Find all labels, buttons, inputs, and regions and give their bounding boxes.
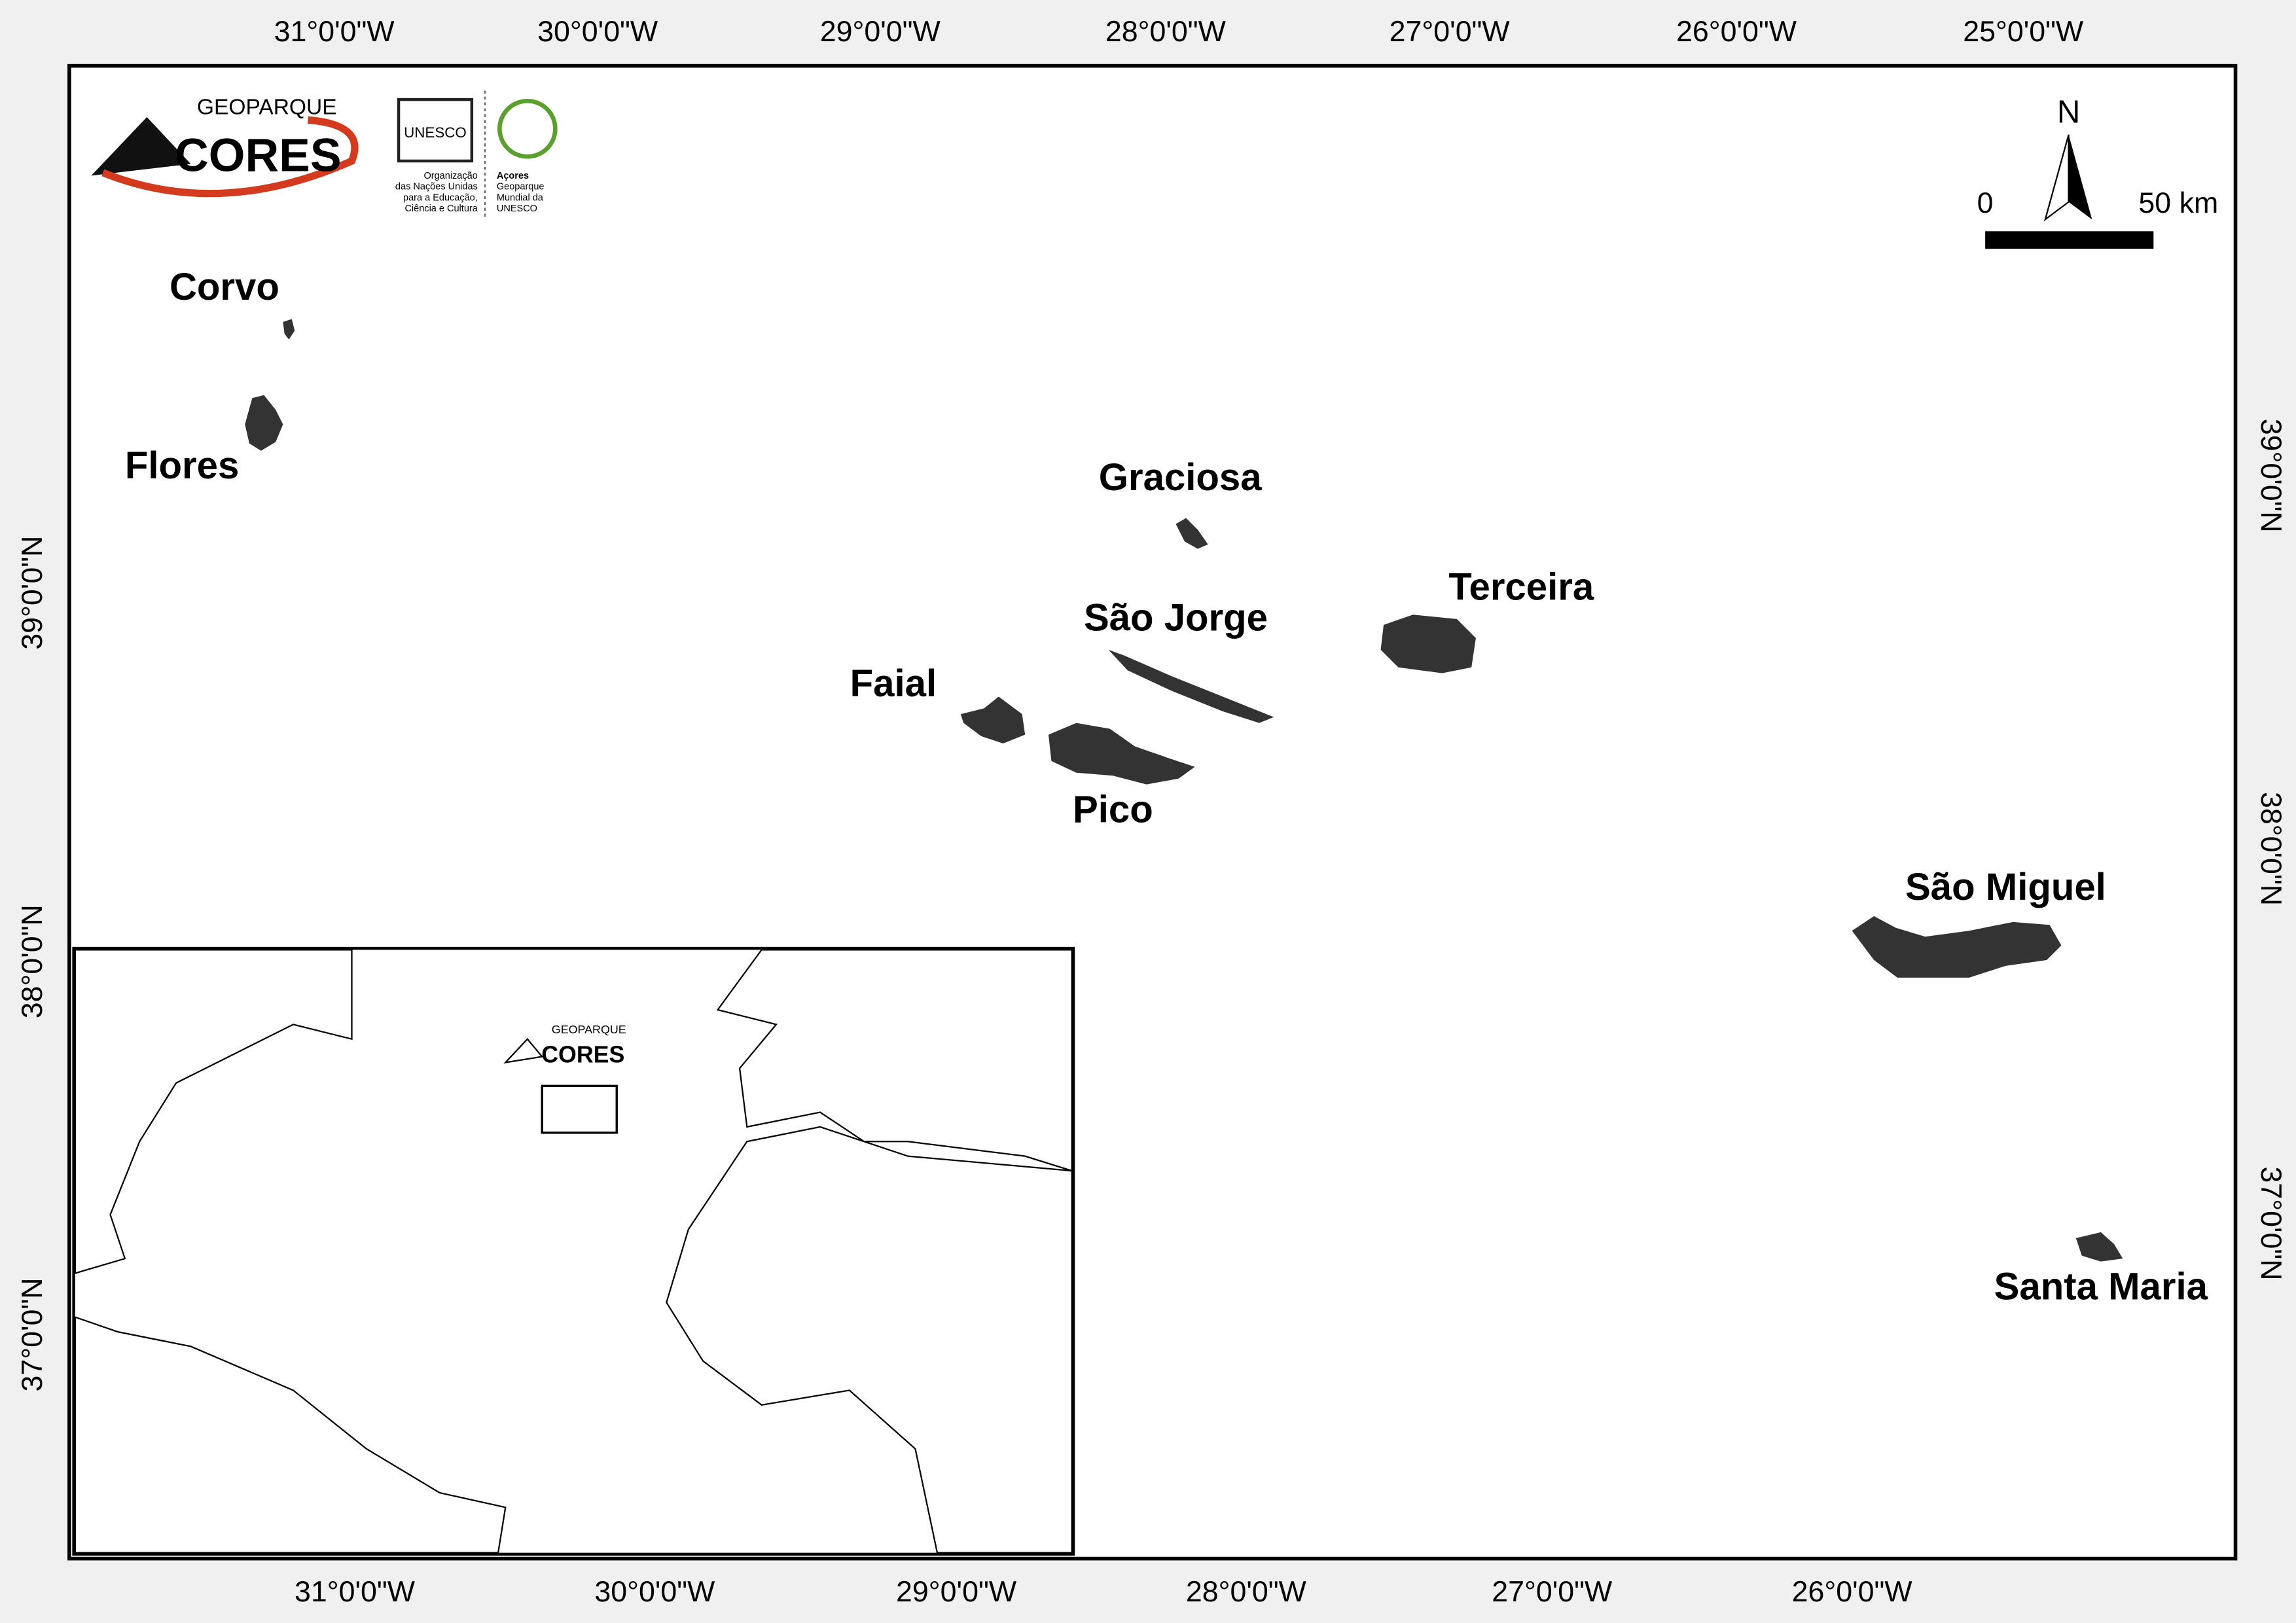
unesco-org-line: Organização — [423, 171, 477, 181]
grat-left: 37°0'0"N — [16, 1277, 48, 1391]
logo-swoosh — [101, 116, 359, 198]
island-terceira — [1380, 615, 1476, 673]
island-faial — [960, 696, 1026, 744]
islands — [245, 319, 2123, 1262]
island-santa-maria — [2075, 1232, 2123, 1262]
island-label: São Miguel — [1905, 866, 2106, 908]
island-label: Graciosa — [1099, 456, 1262, 499]
island-label: São Jorge — [1084, 597, 1268, 639]
grat-top: 27°0'0"W — [1390, 16, 1511, 48]
geopark-line: Açores — [497, 171, 529, 181]
unesco-org-line: Ciência e Cultura — [404, 204, 478, 214]
north-label: N — [2057, 94, 2081, 130]
grat-right: 39°0'0"N — [2255, 419, 2287, 533]
island-graciosa — [1175, 518, 1208, 549]
island-label: Corvo — [170, 266, 279, 308]
grat-bottom: 31°0'0"W — [295, 1576, 416, 1608]
grat-bottom: 26°0'0"W — [1792, 1576, 1913, 1608]
scale-end: 50 km — [2138, 187, 2218, 219]
island-flores — [245, 395, 283, 451]
unesco-temple — [397, 98, 474, 163]
grat-bottom: 29°0'0"W — [896, 1576, 1017, 1608]
grat-top: 29°0'0"W — [820, 16, 941, 48]
grat-top: 25°0'0"W — [1963, 16, 2084, 48]
inset-map: GEOPARQUE CORES — [72, 946, 1075, 1556]
grat-top: 30°0'0"W — [537, 16, 658, 48]
inset-logo-shape — [503, 1038, 544, 1064]
logo-top: GEOPARQUE — [197, 95, 337, 119]
island-sao-miguel — [1852, 916, 2062, 978]
island-label: Pico — [1073, 788, 1153, 830]
grat-right: 38°0'0"N — [2255, 792, 2287, 906]
island-label: Faial — [850, 662, 937, 705]
scale-bar: 0 50 km — [1977, 187, 2218, 249]
inset-europe — [716, 949, 1073, 1172]
grat-bottom: 30°0'0"W — [594, 1576, 715, 1608]
grat-bottom: 28°0'0"W — [1186, 1576, 1307, 1608]
scale-bar-rect — [1985, 231, 2154, 249]
geopark-line: UNESCO — [497, 204, 537, 214]
island-sao-jorge — [1108, 649, 1274, 723]
scale-start: 0 — [1977, 187, 1994, 219]
inset-logo-main: CORES — [541, 1042, 624, 1068]
geopark-line: Mundial da — [497, 192, 544, 203]
unesco-org-line: das Nações Unidas — [395, 182, 478, 192]
grat-bottom: 27°0'0"W — [1492, 1576, 1613, 1608]
island-corvo — [283, 319, 295, 340]
logo-main: CORES — [175, 130, 341, 182]
grat-right: 37°0'0"N — [2255, 1166, 2287, 1280]
island-pico — [1048, 722, 1195, 785]
inset-azores-box — [541, 1084, 618, 1134]
geopark-circle — [497, 98, 558, 159]
grat-top: 31°0'0"W — [274, 16, 395, 48]
inset-south-america — [74, 1316, 507, 1554]
unesco-text: UNESCO — [404, 124, 467, 141]
island-label: Terceira — [1448, 566, 1594, 609]
grat-left: 38°0'0"N — [16, 904, 48, 1018]
grat-left: 39°0'0"N — [16, 536, 48, 650]
logo-shape — [91, 116, 191, 176]
unesco-org-line: para a Educação, — [403, 192, 478, 203]
inset-north-america — [74, 949, 353, 1275]
geopark-line: Geoparque — [497, 182, 545, 192]
grat-top: 28°0'0"W — [1105, 16, 1227, 48]
inset-africa — [666, 1126, 1073, 1554]
inset-logo-top: GEOPARQUE — [552, 1023, 626, 1036]
island-label: Flores — [125, 444, 239, 487]
grat-top: 26°0'0"W — [1676, 16, 1797, 48]
island-label: Santa Maria — [1994, 1265, 2208, 1308]
